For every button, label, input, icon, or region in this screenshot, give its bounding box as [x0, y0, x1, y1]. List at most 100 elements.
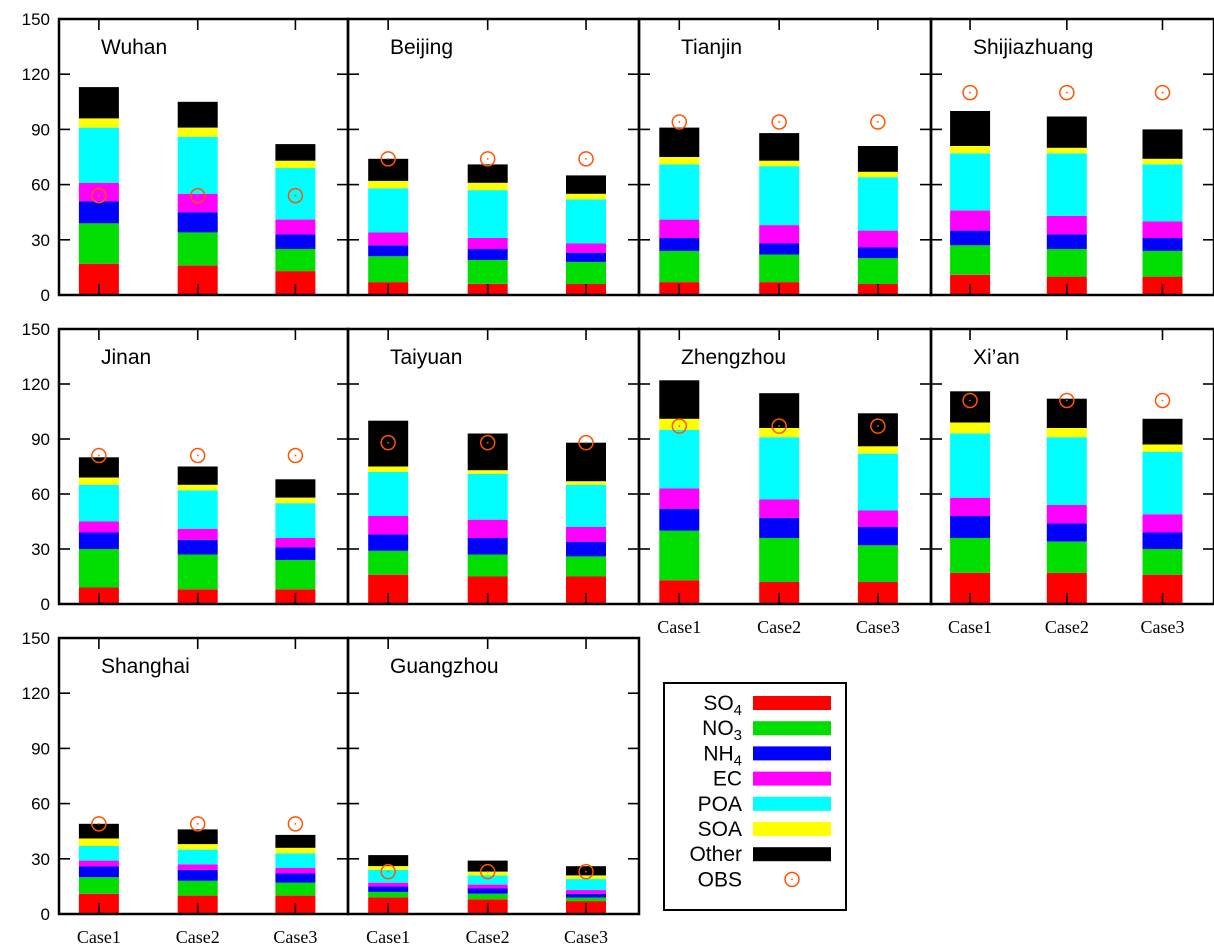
legend-label-other: Other — [689, 843, 742, 866]
obs-marker — [578, 151, 594, 167]
bar-segment-nh4 — [659, 508, 700, 531]
panel-4: Jinan — [57, 327, 350, 606]
city-label: Xi’an — [973, 346, 1020, 369]
legend-label-no3: NO3 — [702, 717, 742, 744]
obs-marker-dot — [969, 399, 971, 402]
y-tick-label: 120 — [22, 65, 50, 84]
bar-segment-ec — [566, 243, 606, 253]
bar-segment-nh4 — [177, 869, 218, 881]
legend-label-so4: SO4 — [703, 692, 742, 719]
bar-segment-no3 — [659, 250, 700, 283]
y-tick-label: 30 — [31, 231, 50, 250]
obs-marker — [91, 447, 107, 464]
bar-segment-no3 — [759, 254, 800, 283]
obs-marker — [1059, 392, 1075, 409]
obs-marker — [287, 816, 304, 832]
panel-frame — [929, 17, 1214, 297]
bar-segment-poa — [78, 845, 119, 861]
bar-segment-ec — [78, 182, 119, 202]
obs-marker-dot — [387, 157, 390, 160]
bar-segment-soa — [177, 484, 218, 491]
legend-swatch-no3 — [753, 721, 831, 736]
legend-swatch-obs-dot — [791, 878, 793, 881]
city-label: Tianjin — [681, 36, 742, 59]
bar-segment-ec — [368, 882, 409, 887]
bar-segment-no3 — [467, 893, 508, 900]
panel-3: Shijiazhuang — [929, 17, 1214, 297]
x-category-label: Case2 — [176, 927, 220, 947]
obs-marker — [1059, 84, 1075, 101]
obs-marker-dot — [969, 91, 971, 94]
bar-segment-other — [467, 860, 508, 872]
bar-segment-poa — [1142, 164, 1183, 222]
bar-segment-ec — [78, 521, 119, 533]
y-axes: 0 30 60 90 120 150 0 30 60 90 120 150 0 30 60 90 120 150 — [22, 10, 50, 924]
obs-marker — [479, 151, 496, 167]
obs-marker — [479, 863, 496, 880]
bar-segment-nh4 — [566, 541, 606, 557]
bar-segment-no3 — [857, 545, 898, 582]
obs-marker-dot — [486, 157, 489, 160]
bar-segment-poa — [177, 136, 218, 194]
bar-segment-ec — [1142, 514, 1183, 533]
bar-segment-ec — [950, 210, 991, 231]
bar-segment-ec — [368, 232, 409, 246]
city-label: Zhengzhou — [681, 346, 786, 369]
x-category-label: Case3 — [273, 927, 317, 947]
bar-segment-poa — [368, 869, 409, 883]
bar-segment-ec — [1142, 221, 1183, 238]
bar-segment-soa — [1142, 444, 1183, 452]
bar-segment-no3 — [368, 550, 409, 575]
y-tick-label: 150 — [22, 629, 50, 648]
x-category-label: Case2 — [466, 927, 510, 947]
bar-segment-nh4 — [759, 243, 800, 255]
legend-label-obs: OBS — [698, 868, 742, 891]
bar-segment-no3 — [857, 258, 898, 284]
bar-segment-other — [759, 393, 800, 428]
obs-marker — [671, 418, 688, 434]
bar-segment-no3 — [759, 538, 800, 582]
bar-segment-no3 — [950, 538, 991, 573]
obs-marker — [380, 151, 396, 167]
x-category-label: Case1 — [657, 617, 701, 637]
bar-segment-poa — [566, 484, 606, 527]
bar-segment-soa — [566, 875, 606, 880]
bar-segment-poa — [368, 188, 409, 233]
x-category-label: Case1 — [77, 927, 121, 947]
obs-marker — [1154, 392, 1171, 409]
city-label: Jinan — [101, 346, 151, 369]
obs-marker-dot — [196, 454, 199, 457]
y-tick-label: 120 — [22, 684, 50, 703]
bar-segment-soa — [275, 497, 316, 504]
bar-segment-nh4 — [1142, 532, 1183, 549]
bar-segment-other — [1046, 116, 1087, 148]
bar-segment-no3 — [950, 245, 991, 275]
bar-segment-ec — [177, 528, 218, 540]
city-label: Beijing — [390, 36, 453, 59]
bar-segment-poa — [566, 879, 606, 890]
legend-label-ec: EC — [713, 768, 742, 791]
bar-segment-soa — [275, 160, 316, 169]
bar-segment-other — [467, 164, 508, 183]
bar-segment-other — [467, 433, 508, 471]
obs-marker-dot — [678, 121, 681, 123]
obs-marker — [479, 434, 496, 451]
obs-marker — [578, 434, 594, 451]
obs-marker-dot — [387, 870, 390, 873]
bar-segment-poa — [1142, 451, 1183, 515]
bar-segment-other — [566, 442, 606, 482]
bar-segment-soa — [1046, 428, 1087, 438]
bar-segment-poa — [1046, 153, 1087, 216]
panel-0: Wuhan — [57, 17, 350, 297]
bar-segment-nh4 — [177, 212, 218, 233]
bar-segment-other — [566, 175, 606, 194]
bar-segment-nh4 — [950, 516, 991, 538]
bar-segment-poa — [759, 437, 800, 500]
legend-swatch-poa — [753, 796, 831, 811]
bar-segment-ec — [368, 516, 409, 535]
bar-segment-no3 — [368, 256, 409, 283]
bar-segment-soa — [467, 470, 508, 474]
panel-frame — [929, 327, 1214, 606]
bar-segment-other — [1046, 398, 1087, 428]
